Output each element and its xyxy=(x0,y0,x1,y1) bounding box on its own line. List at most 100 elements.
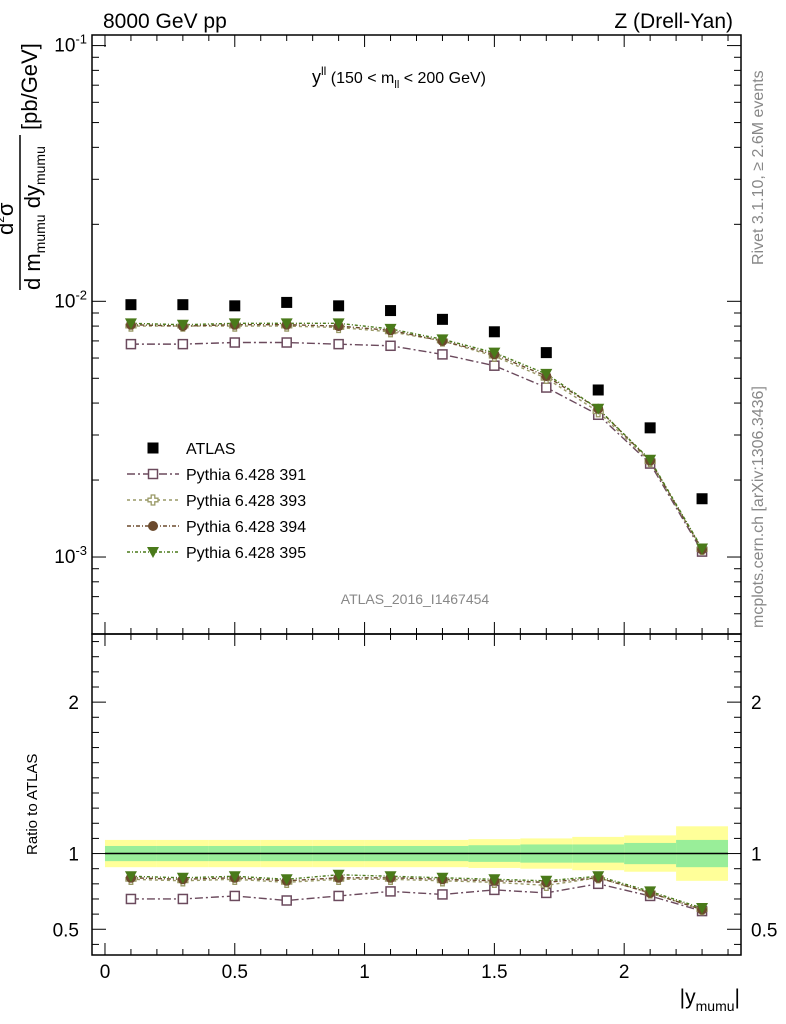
data-point xyxy=(229,300,241,312)
ratio-y-tick-label-right: 0.5 xyxy=(751,920,777,941)
ratio-y-tick-label: 1 xyxy=(68,845,79,866)
main-panel: 10-3 10-2 10-1 xyxy=(54,32,742,955)
ratio-point xyxy=(281,895,292,906)
analysis-tag: ATLAS_2016_I1467454 xyxy=(341,591,490,607)
ratio-y-label: Ratio to ATLAS xyxy=(24,754,41,855)
ratio-y-tick-label-right: 2 xyxy=(751,693,762,714)
ratio-y-tick-label-right: 1 xyxy=(751,845,762,866)
series-point xyxy=(592,403,605,415)
ratio-point xyxy=(384,871,397,883)
series-point xyxy=(644,454,657,466)
svg-text:d2σ: d2σ xyxy=(0,202,18,235)
ratio-point xyxy=(229,890,241,902)
ratio-point xyxy=(644,886,657,898)
series-point xyxy=(488,347,501,359)
series-point xyxy=(229,337,241,348)
ratio-point xyxy=(176,872,189,884)
ratio-point xyxy=(332,869,345,881)
ratio-point xyxy=(437,889,448,900)
header-right: Z (Drell-Yan) xyxy=(614,10,733,33)
legend-label-data: ATLAS xyxy=(186,441,236,458)
data-point xyxy=(281,296,293,308)
series-line xyxy=(130,324,703,550)
ratio-point xyxy=(124,871,137,883)
ratio-point xyxy=(540,875,553,887)
series-point xyxy=(228,318,241,330)
x-tick-label: 0 xyxy=(100,962,111,983)
series-point xyxy=(541,382,552,393)
header-left: 8000 GeV pp xyxy=(103,10,227,33)
series-point xyxy=(124,318,137,330)
series-point xyxy=(384,323,397,335)
series-point xyxy=(437,349,448,360)
x-tick-label: 2 xyxy=(619,962,630,983)
ratio-point xyxy=(228,871,241,883)
series-point xyxy=(540,368,553,380)
data-point xyxy=(540,347,552,359)
ratio-panel: 0 0.5 1 1.5 2 0.5 0.5 1 1 2 2 xyxy=(53,633,777,983)
ratio-point xyxy=(488,874,501,886)
x-tick-label: 0.5 xyxy=(222,962,248,983)
ratio-y-tick-label: 2 xyxy=(68,693,79,714)
series-line xyxy=(130,341,703,552)
series-point xyxy=(436,334,449,346)
data-point xyxy=(177,299,189,311)
legend-marker xyxy=(147,494,159,506)
ratio-point xyxy=(385,886,396,897)
legend: ATLAS Pythia 6.428 391 Pythia 6.428 393 Pyt… xyxy=(127,441,306,562)
data-point xyxy=(592,384,604,396)
series-point xyxy=(125,338,137,350)
ratio-frame xyxy=(91,633,742,956)
legend-label: Pythia 6.428 391 xyxy=(186,467,306,484)
data-point xyxy=(436,313,448,325)
series-point xyxy=(281,337,292,348)
legend-marker xyxy=(148,521,158,531)
series-point xyxy=(332,318,345,330)
ratio-series-line xyxy=(130,877,703,911)
series-point xyxy=(280,318,293,330)
data-point xyxy=(333,300,345,312)
x-tick-label: 1.5 xyxy=(481,962,507,983)
data-point xyxy=(644,422,656,434)
x-axis-label: |ymumu| xyxy=(680,986,740,1014)
ratio-point xyxy=(177,893,189,905)
series-point xyxy=(333,338,344,350)
series-point xyxy=(176,319,189,331)
ratio-point xyxy=(696,903,709,915)
ratio-series-line xyxy=(130,874,703,909)
ratio-point xyxy=(280,874,293,886)
series-line xyxy=(130,322,703,549)
svg-text:d mmumu dymumu: d mmumu dymumu xyxy=(20,146,48,290)
series-point xyxy=(489,360,500,371)
y-tick-label: 10-1 xyxy=(54,32,87,57)
ratio-y-tick-label: 0.5 xyxy=(53,920,79,941)
data-point xyxy=(488,326,500,338)
series-point xyxy=(385,340,396,352)
legend-label: Pythia 6.428 393 xyxy=(186,493,306,510)
legend-marker-data xyxy=(147,442,159,454)
series-point xyxy=(177,338,189,350)
ratio-point xyxy=(436,872,449,884)
legend-marker xyxy=(147,468,159,480)
ratio-series-line xyxy=(130,883,703,912)
series-point xyxy=(696,543,709,555)
y-tick-label: 10-3 xyxy=(54,543,87,568)
mcplots-label: mcplots.cern.ch [arXiv:1306.3436] xyxy=(750,386,767,628)
ratio-point xyxy=(125,893,137,905)
data-point xyxy=(696,493,708,505)
y-axis-label: d mmumu dymumu d2σ [pb/GeV] xyxy=(0,43,48,290)
legend-label: Pythia 6.428 395 xyxy=(186,545,306,562)
svg-text:[pb/GeV]: [pb/GeV] xyxy=(17,43,42,130)
x-tick-label: 1 xyxy=(359,962,370,983)
rivet-label: Rivet 3.1.10, ≥ 2.6M events xyxy=(750,70,767,265)
ratio-point xyxy=(333,890,344,902)
data-point xyxy=(125,299,137,311)
y-tick-label: 10-2 xyxy=(54,287,87,312)
plot-title: yll (150 < mll < 200 GeV) xyxy=(312,64,486,91)
legend-marker xyxy=(147,547,159,558)
ratio-point xyxy=(592,871,605,883)
legend-label: Pythia 6.428 394 xyxy=(186,519,306,536)
data-point xyxy=(385,305,397,317)
series-line xyxy=(130,325,703,550)
